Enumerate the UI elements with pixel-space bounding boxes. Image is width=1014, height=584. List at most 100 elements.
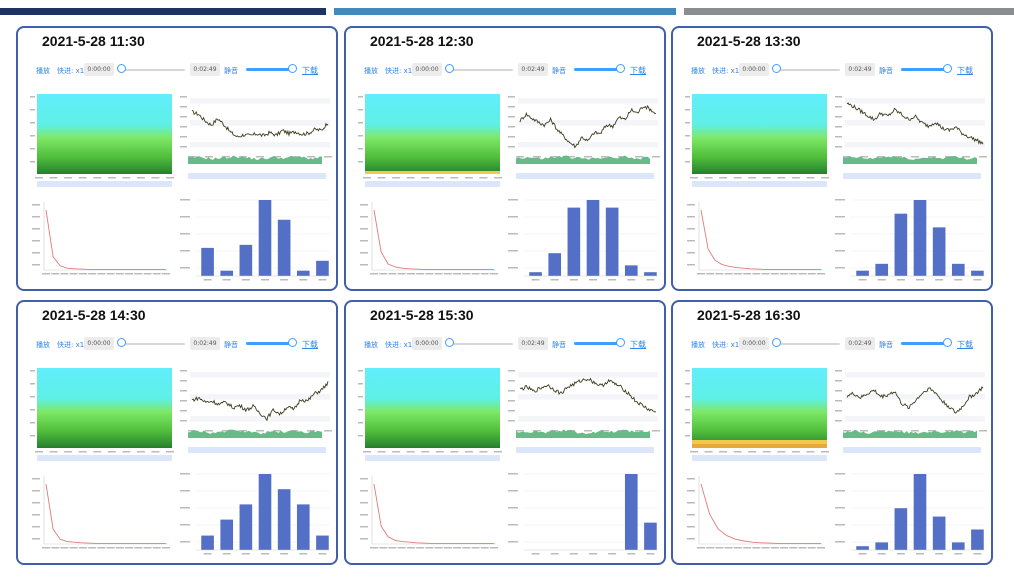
decay-xtick-tick-label <box>443 547 452 549</box>
decay-xtick-tick-label <box>807 273 816 275</box>
line-chart <box>835 370 987 453</box>
line-xtick-tick-label <box>911 430 919 432</box>
volume-slider[interactable] <box>246 68 292 71</box>
speed-button[interactable]: 快进: x1 <box>385 67 413 75</box>
download-link[interactable]: 下载 <box>630 66 646 75</box>
decay-xtick-tick-label <box>152 273 161 275</box>
grid-band <box>518 405 658 411</box>
line-ytick-label <box>508 136 515 138</box>
heatmap-xtick-tick-label <box>421 451 430 453</box>
bar <box>624 265 638 276</box>
download-link[interactable]: 下载 <box>957 340 973 349</box>
decay-xtick-tick-label <box>425 273 434 275</box>
play-button[interactable]: 播放 <box>691 341 705 349</box>
volume-handle[interactable] <box>288 64 297 73</box>
line-chart <box>180 370 332 453</box>
decay-ytick-label <box>32 478 40 480</box>
chart-panel: 2021-5-28 15:30 播放 快进: x1 0:00:00 0:02:4… <box>344 300 666 565</box>
decay-ytick-label <box>687 538 695 540</box>
seek-handle[interactable] <box>117 64 126 73</box>
line-xtick-tick-label <box>843 156 851 158</box>
volume-handle[interactable] <box>943 64 952 73</box>
heatmap-ytick-label <box>30 148 35 150</box>
total-time: 0:02:49 <box>190 63 220 76</box>
line-xtick-tick-label <box>945 430 953 432</box>
total-time: 0:02:49 <box>190 337 220 350</box>
bar-xtick-tick-label <box>318 279 327 281</box>
decay-xtick-tick-label <box>715 547 724 549</box>
download-link[interactable]: 下载 <box>957 66 973 75</box>
line-ytick-label <box>835 380 842 382</box>
mute-button[interactable]: 静音 <box>879 341 893 349</box>
decay-xtick-tick-label <box>152 547 161 549</box>
bar-ytick-label <box>835 490 845 492</box>
line-chart <box>180 96 332 179</box>
line-xtick-tick-label <box>307 156 315 158</box>
decay-ytick-label <box>32 490 40 492</box>
seek-slider[interactable] <box>776 69 840 71</box>
line-xtick-tick-label <box>324 156 332 158</box>
volume-slider[interactable] <box>574 68 620 71</box>
bar-xtick-tick-label <box>261 553 269 555</box>
decay-xtick-tick-label <box>780 273 789 275</box>
bar-xtick-tick-label <box>858 279 867 281</box>
volume-handle[interactable] <box>616 64 625 73</box>
line-xtick-tick-label <box>652 156 660 158</box>
seek-slider[interactable] <box>121 343 185 345</box>
line-xtick-tick-label <box>307 430 315 432</box>
seek-handle[interactable] <box>772 338 781 347</box>
mute-button[interactable]: 静音 <box>224 341 238 349</box>
line-xtick-tick-label <box>324 430 332 432</box>
bar-xtick-tick-label <box>935 279 944 281</box>
volume-slider[interactable] <box>574 342 620 345</box>
volume-handle[interactable] <box>288 338 297 347</box>
bar-xtick-tick-label <box>241 279 250 281</box>
seek-slider[interactable] <box>121 69 185 71</box>
volume-slider[interactable] <box>901 342 947 345</box>
seek-handle[interactable] <box>117 338 126 347</box>
grid-band <box>518 131 658 137</box>
heatmap-field <box>692 94 827 174</box>
bar-xtick-tick-label <box>222 279 231 281</box>
seek-handle[interactable] <box>772 64 781 73</box>
speed-button[interactable]: 快进: x1 <box>385 341 413 349</box>
mute-button[interactable]: 静音 <box>552 341 566 349</box>
seek-handle[interactable] <box>445 64 454 73</box>
download-link[interactable]: 下载 <box>302 66 318 75</box>
heatmap-xtick-tick-label <box>377 451 386 453</box>
decay-xtick-tick-label <box>733 547 742 549</box>
bar-chart <box>508 199 658 281</box>
seek-slider[interactable] <box>776 343 840 345</box>
line-ytick-label <box>835 400 842 402</box>
download-link[interactable]: 下载 <box>302 340 318 349</box>
data-zoom-slider <box>365 455 500 461</box>
decay-ytick-label <box>360 502 368 504</box>
play-button[interactable]: 播放 <box>36 67 50 75</box>
heatmap-ytick-label <box>685 435 690 437</box>
speed-button[interactable]: 快进: x1 <box>57 67 85 75</box>
volume-slider[interactable] <box>246 342 292 345</box>
mute-button[interactable]: 静音 <box>879 67 893 75</box>
play-button[interactable]: 播放 <box>36 341 50 349</box>
heatmap-ytick-label <box>685 396 690 398</box>
line-ytick-label <box>835 370 842 372</box>
play-button[interactable]: 播放 <box>364 67 378 75</box>
bar-chart <box>835 199 985 281</box>
seek-slider[interactable] <box>449 69 513 71</box>
speed-button[interactable]: 快进: x1 <box>712 67 740 75</box>
mute-button[interactable]: 静音 <box>224 67 238 75</box>
decay-xtick-tick-label <box>60 547 69 549</box>
grid-band <box>518 372 658 378</box>
seek-handle[interactable] <box>445 338 454 347</box>
play-button[interactable]: 播放 <box>691 67 705 75</box>
heatmap-xtick-tick-label <box>494 177 502 179</box>
mute-button[interactable]: 静音 <box>552 67 566 75</box>
seek-slider[interactable] <box>449 343 513 345</box>
volume-handle[interactable] <box>616 338 625 347</box>
play-button[interactable]: 播放 <box>364 341 378 349</box>
volume-slider[interactable] <box>901 68 947 71</box>
download-link[interactable]: 下载 <box>630 340 646 349</box>
volume-handle[interactable] <box>943 338 952 347</box>
speed-button[interactable]: 快进: x1 <box>712 341 740 349</box>
speed-button[interactable]: 快进: x1 <box>57 341 85 349</box>
